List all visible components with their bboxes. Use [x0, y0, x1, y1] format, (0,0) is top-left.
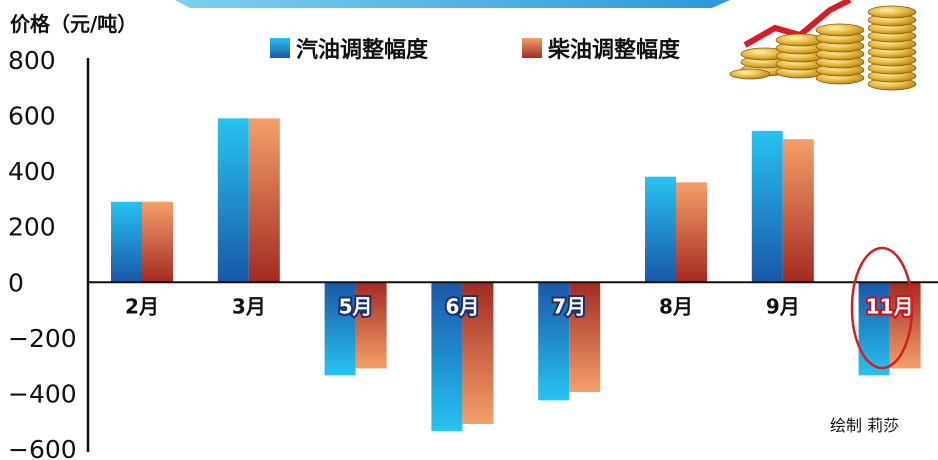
coin-icon [867, 5, 917, 19]
bar-gasoline-5 [538, 282, 570, 401]
y-axis-ticks: 800 600 400 200 0 −200 −400 −600 [8, 46, 77, 460]
coin-icon [815, 23, 865, 37]
bar-diesel-2 [248, 118, 280, 283]
y-tick-label: 200 [8, 213, 56, 242]
bar-diesel-6 [676, 182, 707, 283]
bar-gasoline-1 [111, 201, 142, 283]
legend: 汽油调整幅度 柴油调整幅度 [270, 37, 681, 63]
bar-gasoline-6 [645, 176, 676, 283]
bar-gasoline-3 [324, 282, 356, 376]
coin-icon [729, 68, 771, 80]
legend-swatch-gasoline [270, 38, 290, 58]
y-tick-label: −600 [8, 435, 77, 460]
highlight-ellipse [850, 246, 914, 370]
credit-text: 绘制 莉莎 [830, 416, 899, 435]
category-label: 8月 [659, 294, 693, 318]
category-label: 6月 [445, 294, 479, 318]
bar-diesel-4 [462, 282, 494, 424]
legend-label-gasoline: 汽油调整幅度 [296, 37, 429, 63]
bar-diesel-8 [889, 282, 921, 369]
y-tick-label: 0 [8, 268, 24, 297]
bar-diesel-1 [142, 201, 173, 283]
category-label: 3月 [232, 294, 266, 318]
bar-diesel-7 [782, 139, 814, 283]
category-label: 11月 [866, 294, 914, 318]
bar-diesel-5 [569, 282, 601, 393]
header-banner [175, 0, 730, 8]
category-label: 5月 [339, 294, 373, 318]
category-label: 9月 [766, 294, 800, 318]
y-tick-label: −400 [8, 379, 77, 408]
legend-swatch-diesel [522, 38, 542, 58]
category-label: 7月 [552, 294, 586, 318]
bar-gasoline-8 [858, 282, 890, 376]
y-tick-label: 600 [8, 102, 56, 131]
bar-gasoline-7 [751, 130, 783, 283]
bar-gasoline-2 [217, 118, 249, 283]
bar-diesel-3 [355, 282, 387, 369]
y-axis-title: 价格（元/吨） [10, 12, 137, 36]
bar-gasoline-4 [431, 282, 463, 431]
category-label: 2月 [125, 294, 159, 318]
bars [111, 118, 921, 431]
y-tick-label: 800 [8, 46, 56, 75]
coins-illustration [729, 0, 917, 91]
y-tick-label: −200 [8, 324, 77, 353]
y-tick-label: 400 [8, 157, 56, 186]
legend-label-diesel: 柴油调整幅度 [547, 37, 681, 63]
category-labels: 2月 3月 5月 6月 7月 8月 9月 11月 [125, 292, 915, 320]
